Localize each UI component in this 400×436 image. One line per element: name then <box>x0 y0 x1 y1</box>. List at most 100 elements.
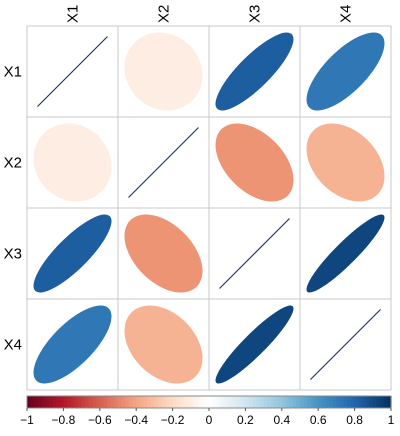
correlation-ellipse <box>33 123 112 202</box>
colorbar-swatch <box>310 396 316 408</box>
colorbar-swatch <box>332 396 337 408</box>
diagonal-line <box>219 218 290 289</box>
colorbar-swatch <box>318 396 323 408</box>
colorbar-swatch <box>340 396 345 408</box>
colorbar-swatch <box>150 396 155 408</box>
colorbar-swatch <box>278 396 283 408</box>
correlation-ellipse <box>124 305 203 384</box>
colorbar-swatch <box>361 396 367 408</box>
correlation-ellipse <box>306 123 385 202</box>
colorbar-swatch <box>85 396 90 408</box>
colorbar-swatch <box>263 396 268 408</box>
colorbar-swatch <box>270 396 276 408</box>
colorbar-swatch <box>165 396 170 408</box>
diagonal-line <box>37 36 108 107</box>
correlation-cells <box>33 32 385 384</box>
colorbar-swatch <box>212 396 217 408</box>
colorbar-swatch <box>387 396 392 408</box>
column-label: X1 <box>65 5 82 23</box>
colorbar-swatch <box>172 396 177 408</box>
colorbar-swatch <box>194 396 199 408</box>
colorbar-swatch <box>329 396 334 408</box>
colorbar-swatch <box>223 396 228 408</box>
colorbar-swatch <box>30 396 35 408</box>
colorbar-swatch <box>92 396 97 408</box>
colorbar-swatch <box>190 396 196 408</box>
colorbar-tick-label: 0.2 <box>237 413 254 427</box>
correlation-cell-X3-X4 <box>306 214 385 293</box>
diagonal-line <box>128 127 199 198</box>
correlation-cell-X1-X2 <box>124 32 203 111</box>
correlation-ellipse <box>124 214 203 293</box>
column-labels: X1 X2 X3 X4 <box>65 5 355 23</box>
correlation-ellipse <box>306 214 385 293</box>
colorbar-swatch <box>274 396 279 408</box>
correlation-cell-X4-X3 <box>215 305 294 384</box>
colorbar-swatch <box>128 396 134 408</box>
colorbar-swatch <box>114 396 119 408</box>
colorbar-swatch <box>219 396 225 408</box>
grid <box>26 25 392 391</box>
colorbar-swatch <box>88 396 94 408</box>
correlation-cell-X1-X1 <box>37 36 108 107</box>
colorbar-swatch <box>289 396 294 408</box>
correlation-cell-X2-X2 <box>128 127 199 198</box>
colorbar-swatch <box>70 396 75 408</box>
colorbar-tick-label: −0.6 <box>88 413 112 427</box>
correlation-cell-X2-X4 <box>306 123 385 202</box>
colorbar-swatch <box>245 396 250 408</box>
correlation-cell-X2-X1 <box>33 123 112 202</box>
colorbar-swatch <box>201 396 206 408</box>
colorbar-swatch <box>252 396 257 408</box>
correlation-cell-X2-X3 <box>215 123 294 202</box>
colorbar-swatch <box>343 396 348 408</box>
colorbar-swatch <box>161 396 166 408</box>
colorbar-ticks: −1 −0.8 −0.6 −0.4 −0.2 0 0.2 0.4 0.6 0.8 1 <box>20 408 395 427</box>
colorbar-swatch <box>125 396 130 408</box>
correlation-ellipse <box>215 305 294 384</box>
colorbar-swatch <box>205 396 210 408</box>
colorbar-swatch <box>376 396 381 408</box>
row-label: X4 <box>4 337 22 354</box>
colorbar-swatch <box>285 396 290 408</box>
colorbar-swatch <box>383 396 388 408</box>
colorbar-swatch <box>52 396 57 408</box>
diagonal-line <box>310 309 381 380</box>
colorbar-swatch <box>354 396 359 408</box>
correlation-cell-X3-X3 <box>219 218 290 289</box>
colorbar-swatch <box>307 396 312 408</box>
colorbar-swatch <box>154 396 159 408</box>
column-label: X4 <box>338 5 355 23</box>
colorbar-swatch <box>74 396 79 408</box>
colorbar-swatch <box>41 396 46 408</box>
column-label: X3 <box>247 5 264 23</box>
colorbar-swatch <box>176 396 181 408</box>
colorbar-swatch <box>372 396 378 408</box>
colorbar-swatch <box>187 396 192 408</box>
correlation-cell-X3-X2 <box>124 214 203 293</box>
correlation-ellipse <box>215 32 294 111</box>
colorbar-swatch <box>59 396 64 408</box>
colorbar-tick-label: 0.6 <box>310 413 327 427</box>
colorbar-swatch <box>121 396 126 408</box>
colorbar: −1 −0.8 −0.6 −0.4 −0.2 0 0.2 0.4 0.6 0.8 1 <box>20 395 395 427</box>
colorbar-swatch <box>321 396 327 408</box>
colorbar-swatch <box>168 396 174 408</box>
column-label: X2 <box>156 5 173 23</box>
colorbar-swatches <box>27 396 392 408</box>
colorbar-swatch <box>314 396 319 408</box>
colorbar-swatch <box>325 396 330 408</box>
colorbar-tick-label: −1 <box>20 413 34 427</box>
colorbar-swatch <box>336 396 341 408</box>
colorbar-swatch <box>292 396 297 408</box>
colorbar-swatch <box>234 396 239 408</box>
colorbar-tick-label: 0.8 <box>346 413 363 427</box>
correlation-ellipse <box>215 123 294 202</box>
correlation-ellipse <box>306 32 385 111</box>
correlation-ellipse <box>33 214 112 293</box>
colorbar-swatch <box>34 396 39 408</box>
row-label: X2 <box>4 155 22 172</box>
colorbar-swatch <box>238 396 243 408</box>
colorbar-swatch <box>296 396 301 408</box>
